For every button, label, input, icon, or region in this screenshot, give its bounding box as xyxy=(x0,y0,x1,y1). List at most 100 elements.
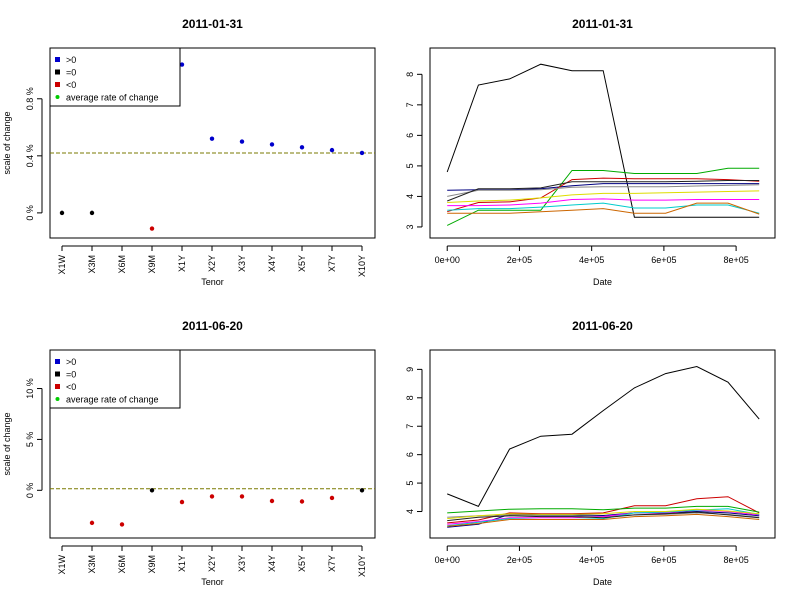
y-tick-label: 10 % xyxy=(25,378,35,399)
x-tick-label: X5Y xyxy=(297,555,307,572)
plot-frame xyxy=(429,349,776,539)
legend-label: =0 xyxy=(66,68,76,78)
y-tick-label: 8 xyxy=(405,395,415,400)
data-point xyxy=(89,210,95,216)
data-point xyxy=(269,142,275,147)
x-tick-label: 2e+05 xyxy=(507,255,532,265)
series-line-8 xyxy=(447,202,760,214)
x-tick-label: X7Y xyxy=(327,255,337,272)
plot-frame xyxy=(49,47,376,239)
plot-frame xyxy=(49,349,376,539)
y-tick-label: 0.4 % xyxy=(25,144,35,167)
y-tick-label: 0 % xyxy=(25,205,35,221)
y-tick-label: 6 xyxy=(405,452,415,457)
y-tick-label: 8 xyxy=(405,72,415,77)
series-line-3 xyxy=(447,505,760,514)
panel-2 xyxy=(417,47,776,251)
y-axis-label: scale of change xyxy=(2,412,12,475)
legend-marker xyxy=(55,57,60,62)
series-line-4 xyxy=(447,177,760,213)
x-tick-label: X3M xyxy=(87,555,97,574)
legend-label: average rate of change xyxy=(66,395,159,405)
x-tick-label: X5Y xyxy=(297,255,307,272)
y-tick-label: 0 % xyxy=(25,483,35,499)
x-tick-label: X9M xyxy=(147,555,157,574)
x-tick-label: X1W xyxy=(57,555,67,575)
x-tick-label: 2e+05 xyxy=(507,555,532,565)
data-point xyxy=(209,494,215,499)
y-tick-label: 5 % xyxy=(25,432,35,448)
data-point xyxy=(179,62,185,67)
legend-label: =0 xyxy=(66,370,76,380)
y-tick-label: 5 xyxy=(405,163,415,168)
data-point xyxy=(359,488,365,493)
series-line-4 xyxy=(447,510,760,528)
data-point xyxy=(239,139,245,144)
series-line-9 xyxy=(447,180,760,202)
data-point xyxy=(359,150,365,156)
y-tick-label: 7 xyxy=(405,102,415,107)
x-tick-label: 4e+05 xyxy=(579,255,604,265)
x-axis-label: Tenor xyxy=(201,577,224,587)
legend xyxy=(49,349,181,409)
legend-marker xyxy=(55,359,60,364)
legend-marker xyxy=(55,371,60,377)
x-axis-label: Date xyxy=(593,577,612,587)
x-tick-label: X1W xyxy=(57,255,67,275)
legend-label: average rate of change xyxy=(66,93,159,103)
legend-marker xyxy=(55,82,60,87)
data-point xyxy=(149,226,155,231)
chart-title: 2011-01-31 xyxy=(572,17,633,31)
x-tick-label: X1Y xyxy=(177,255,187,272)
x-axis-label: Date xyxy=(593,277,612,287)
data-point xyxy=(59,210,65,216)
x-tick-label: X3Y xyxy=(237,255,247,272)
x-tick-label: X3Y xyxy=(237,555,247,572)
y-tick-label: 9 xyxy=(405,367,415,372)
data-point xyxy=(179,499,185,505)
x-tick-label: X4Y xyxy=(267,255,277,272)
x-tick-label: 0e+00 xyxy=(435,555,460,565)
series-line-7 xyxy=(447,198,760,207)
x-tick-label: 4e+05 xyxy=(579,555,604,565)
series-line-1 xyxy=(447,365,760,508)
x-tick-label: X3M xyxy=(87,255,97,274)
x-tick-label: X2Y xyxy=(207,255,217,272)
x-tick-label: 8e+05 xyxy=(723,555,748,565)
data-point xyxy=(239,494,245,499)
series-line-9 xyxy=(447,511,760,522)
y-axis-label: scale of change xyxy=(2,111,12,174)
series-line-5 xyxy=(447,184,760,197)
legend-marker xyxy=(55,397,60,401)
legend-label: >0 xyxy=(66,55,76,65)
data-point xyxy=(119,522,125,527)
x-tick-label: X10Y xyxy=(357,555,367,577)
y-tick-label: 5 xyxy=(405,481,415,486)
legend-marker xyxy=(55,69,60,75)
x-tick-label: X1Y xyxy=(177,555,187,572)
legend-marker xyxy=(55,95,60,99)
legend-marker xyxy=(55,384,60,389)
x-tick-label: X2Y xyxy=(207,555,217,572)
panel-4 xyxy=(417,349,776,551)
legend-box xyxy=(49,47,181,107)
legend-label: <0 xyxy=(66,80,76,90)
panel-1 xyxy=(37,47,376,251)
data-point xyxy=(209,136,215,141)
data-point xyxy=(329,147,335,153)
x-tick-label: X4Y xyxy=(267,555,277,572)
data-point xyxy=(299,145,305,150)
series-line-3 xyxy=(447,183,760,191)
y-tick-label: 0.8 % xyxy=(25,87,35,110)
data-point xyxy=(149,488,155,493)
x-tick-label: X7Y xyxy=(327,555,337,572)
x-tick-label: X10Y xyxy=(357,255,367,277)
y-tick-label: 6 xyxy=(405,133,415,138)
panel-3 xyxy=(37,349,376,551)
x-tick-label: 6e+05 xyxy=(651,255,676,265)
x-tick-label: X6M xyxy=(117,555,127,574)
x-tick-label: 6e+05 xyxy=(651,555,676,565)
legend-label: >0 xyxy=(66,357,76,367)
series-line-2 xyxy=(446,167,760,226)
